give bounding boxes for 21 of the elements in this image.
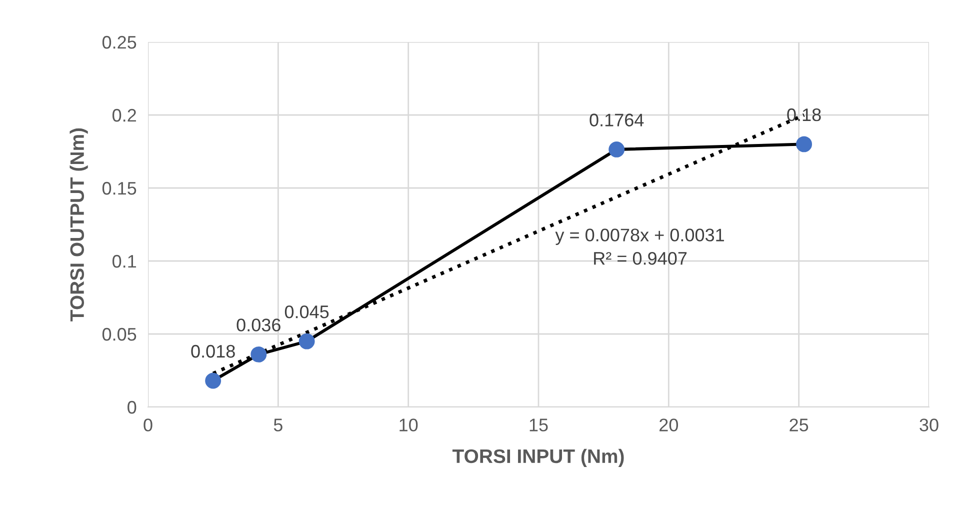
y-axis-title: TORSI OUTPUT (Nm) (70, 128, 88, 322)
x-axis-title: TORSI INPUT (Nm) (452, 448, 624, 467)
y-tick-label: 0.15 (102, 182, 136, 195)
annotation: y = 0.0078x + 0.0031 R² = 0.9407 (555, 228, 724, 265)
x-tick-label: 25 (790, 418, 808, 432)
y-tick-label: 0.25 (102, 36, 136, 49)
x-tick-label: 10 (400, 418, 418, 432)
y-tick-label: 0.2 (112, 108, 136, 122)
x-tick-label: 15 (530, 418, 548, 432)
x-tick-label: 30 (920, 418, 938, 432)
y-tick-label: 0.05 (102, 328, 136, 341)
x-tick-label: 5 (274, 418, 282, 432)
x-tick-label: 20 (660, 418, 678, 432)
data-label: 0.036 (236, 318, 280, 332)
data-label: 0.018 (191, 344, 235, 358)
data-label: 0.1764 (590, 114, 644, 126)
y-tick-label: 0 (128, 400, 136, 414)
data-label: 0.18 (787, 108, 821, 122)
data-label: 0.045 (284, 306, 329, 318)
x-tick-label: 0 (144, 418, 152, 432)
y-tick-label: 0.1 (112, 254, 136, 268)
